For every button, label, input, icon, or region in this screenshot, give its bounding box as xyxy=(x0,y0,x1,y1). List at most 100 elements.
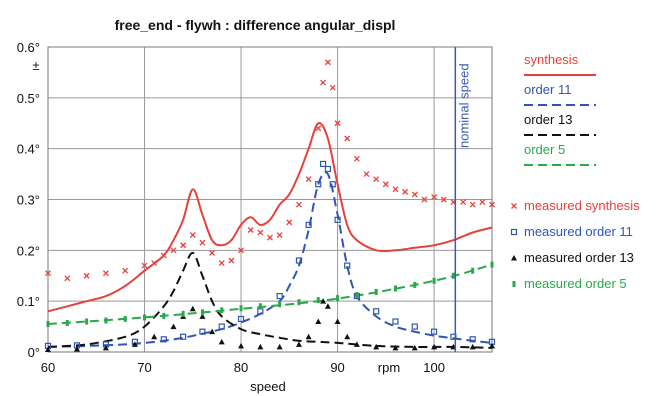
series-measured-order-13-point xyxy=(45,346,51,352)
series-measured-synthesis-point xyxy=(209,249,216,256)
series-measured-order-13-point xyxy=(324,303,331,309)
series-measured-order-11-point xyxy=(344,262,351,269)
series-measured-synthesis-point xyxy=(489,201,495,208)
legend-label: measured synthesis xyxy=(524,198,640,213)
series-measured-synthesis-point xyxy=(479,199,486,206)
series-measured-order-13-point xyxy=(199,313,206,319)
x-tick-label: 60 xyxy=(41,360,55,375)
series-measured-synthesis-point xyxy=(363,171,370,178)
tick-labels: 0° 0.1° 0.2° 0.3° 0.4° 0.5° 0.6° 60 70 80 90 100 xyxy=(17,40,445,375)
series-measured-order-13-point xyxy=(344,333,351,340)
series-measured-order-11-point xyxy=(180,333,187,340)
series-measured-synthesis-point xyxy=(257,229,264,236)
series-measured-order-13 xyxy=(45,298,495,352)
series-measured-order-13-point xyxy=(373,343,380,350)
legend-label: measured order 13 xyxy=(524,250,634,265)
series-measured-order-5-point xyxy=(316,297,320,304)
series-measured-order-5-point xyxy=(200,309,204,316)
series-measured-synthesis-point xyxy=(199,239,206,246)
series-measured-order-11-point xyxy=(319,160,327,168)
series-measured-synthesis-point xyxy=(122,267,129,274)
series-measured-synthesis-point xyxy=(411,191,418,198)
series-measured-synthesis-point xyxy=(83,272,90,279)
series-measured-order-5-point xyxy=(181,310,185,317)
series-measured-order-5-point xyxy=(490,261,494,268)
series-measured-order-5-point xyxy=(220,307,224,314)
series-measured-order-5-point xyxy=(143,314,147,321)
series-measured-order-13-point xyxy=(431,343,438,350)
series-measured-synthesis-point xyxy=(238,247,245,254)
series-measured-order-11-point xyxy=(218,323,225,330)
series-measured-order-13-point xyxy=(305,333,312,340)
legend-marker xyxy=(512,281,516,287)
series-measured-order-13-point xyxy=(411,344,418,351)
y-tick-label: 0.6° xyxy=(17,40,40,55)
series-measured-order-5-point xyxy=(471,267,475,274)
series-measured-order-5 xyxy=(46,261,494,328)
chart-title: free_end - flywh : difference angular_di… xyxy=(115,17,396,33)
series-measured-synthesis-point xyxy=(402,188,409,195)
series-measured-order-13-point xyxy=(131,341,138,347)
series-measured-synthesis-point xyxy=(267,234,273,241)
series-measured-order-5-point xyxy=(393,285,397,292)
series-measured-order-13-point xyxy=(238,342,245,349)
series-measured-order-11-point xyxy=(315,181,322,188)
series-measured-order-5-point xyxy=(239,305,243,312)
series-measured-order-5-point xyxy=(65,320,69,327)
series-measured-order-13-point xyxy=(102,344,109,351)
series-measured-order-5-point xyxy=(162,312,166,319)
legend-label: order 5 xyxy=(524,142,565,157)
series-measured-order-13-point xyxy=(469,343,476,350)
x-tick-label: 70 xyxy=(137,360,151,375)
series-measured-synthesis-point xyxy=(218,260,225,267)
series-measured-order-11-point xyxy=(373,308,380,315)
series-measured-order-5-point xyxy=(451,272,455,279)
series-measured-synthesis-point xyxy=(276,232,283,239)
legend-label: synthesis xyxy=(524,52,579,67)
y-tick-label: 0.3° xyxy=(17,193,40,208)
series-order-13 xyxy=(47,251,493,349)
series-measured-synthesis-point xyxy=(305,176,312,183)
series-measured-synthesis-point xyxy=(170,247,177,254)
series-measured-order-13-point xyxy=(315,318,322,324)
series-measured-order-5-point xyxy=(278,301,282,308)
series-measured-synthesis-point xyxy=(189,232,196,239)
x-unit-label: rpm xyxy=(378,360,400,375)
series-measured-order-13-point xyxy=(392,344,399,351)
series-measured-order-13-point xyxy=(353,341,360,347)
series-measured-order-11-point xyxy=(334,216,341,223)
series-measured-order-5-point xyxy=(46,321,50,328)
y-tick-label: 0.1° xyxy=(17,294,40,309)
series-measured-order-11-point xyxy=(411,323,418,330)
legend-marker xyxy=(511,203,517,209)
series-measured-synthesis xyxy=(45,59,495,282)
nominal-speed-label: nominal speed xyxy=(456,63,471,148)
series-measured-synthesis-point xyxy=(373,176,380,183)
series-measured-order-5-point xyxy=(336,295,340,302)
series-measured-synthesis-point xyxy=(392,186,399,193)
series-measured-synthesis-point xyxy=(160,252,167,259)
legend-label: order 13 xyxy=(524,112,572,127)
series-measured-synthesis-point xyxy=(382,181,389,188)
series-measured-synthesis-point xyxy=(460,199,467,206)
series-measured-order-13-point xyxy=(209,328,216,335)
series-measured-synthesis-point xyxy=(286,219,293,226)
series-measured-order-13-point xyxy=(170,323,177,330)
series-measured-synthesis-point xyxy=(247,227,254,233)
series-measured-order-13-point xyxy=(73,345,80,352)
series-measured-order-11-point xyxy=(392,318,399,325)
series-measured-order-11-point xyxy=(469,336,476,343)
series-measured-order-13-point xyxy=(257,343,264,350)
series-measured-synthesis-point xyxy=(295,201,302,208)
series-measured-synthesis-point xyxy=(334,120,341,127)
series-order-5-line xyxy=(47,263,493,325)
series-measured-synthesis-point xyxy=(320,79,327,86)
series-measured-order-11 xyxy=(44,160,496,349)
series-measured-synthesis-point xyxy=(228,257,235,264)
series-measured-order-11-point xyxy=(329,181,336,188)
series-measured-order-13-point xyxy=(151,333,158,340)
series-measured-order-5-point xyxy=(297,299,301,306)
y-tick-label: 0.5° xyxy=(17,91,40,106)
series-measured-synthesis-point xyxy=(102,270,109,277)
y-axis-label: ± xyxy=(32,58,39,73)
